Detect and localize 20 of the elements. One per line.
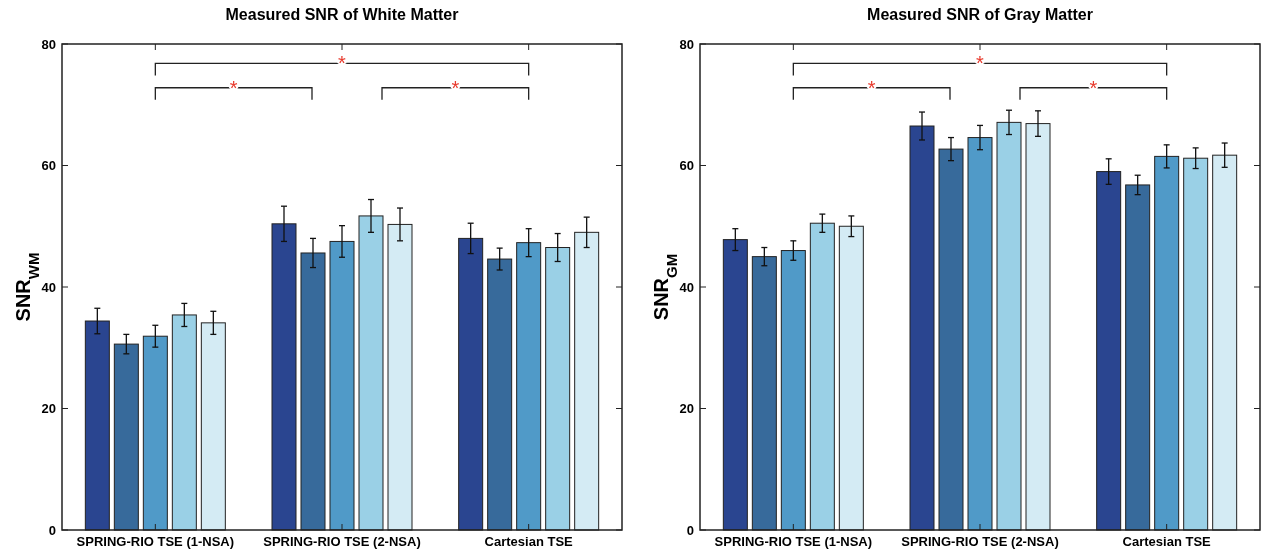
y-tick-label: 60 — [679, 158, 694, 174]
annotation: * — [338, 52, 347, 75]
y-tick-label: 60 — [41, 158, 56, 174]
y-tick-label: 20 — [679, 401, 694, 417]
y-tick-label: 20 — [41, 401, 56, 417]
y-tick-label: 40 — [679, 279, 694, 295]
x-tick-label: SPRING-RIO TSE (2-NSA) — [901, 534, 1059, 549]
chart-title: Measured SNR of White Matter — [225, 6, 459, 23]
y-tick-label: 40 — [41, 279, 56, 295]
x-tick-label: Cartesian TSE — [484, 534, 574, 549]
chart-title: Measured SNR of Gray Matter — [867, 6, 1093, 23]
x-tick-label: SPRING-RIO TSE (1-NSA) — [76, 534, 235, 549]
y-tick-label: 0 — [686, 522, 694, 538]
x-tick-label: SPRING-RIO TSE (2-NSA) — [263, 534, 421, 549]
y-tick-label: 80 — [679, 36, 694, 52]
y-tick-label: 0 — [48, 522, 56, 538]
y-tick-label: 80 — [41, 36, 56, 52]
x-tick-label: Cartesian TSE — [1122, 534, 1212, 549]
annotation: * — [976, 52, 985, 75]
x-tick-label: SPRING-RIO TSE (1-NSA) — [714, 534, 873, 549]
